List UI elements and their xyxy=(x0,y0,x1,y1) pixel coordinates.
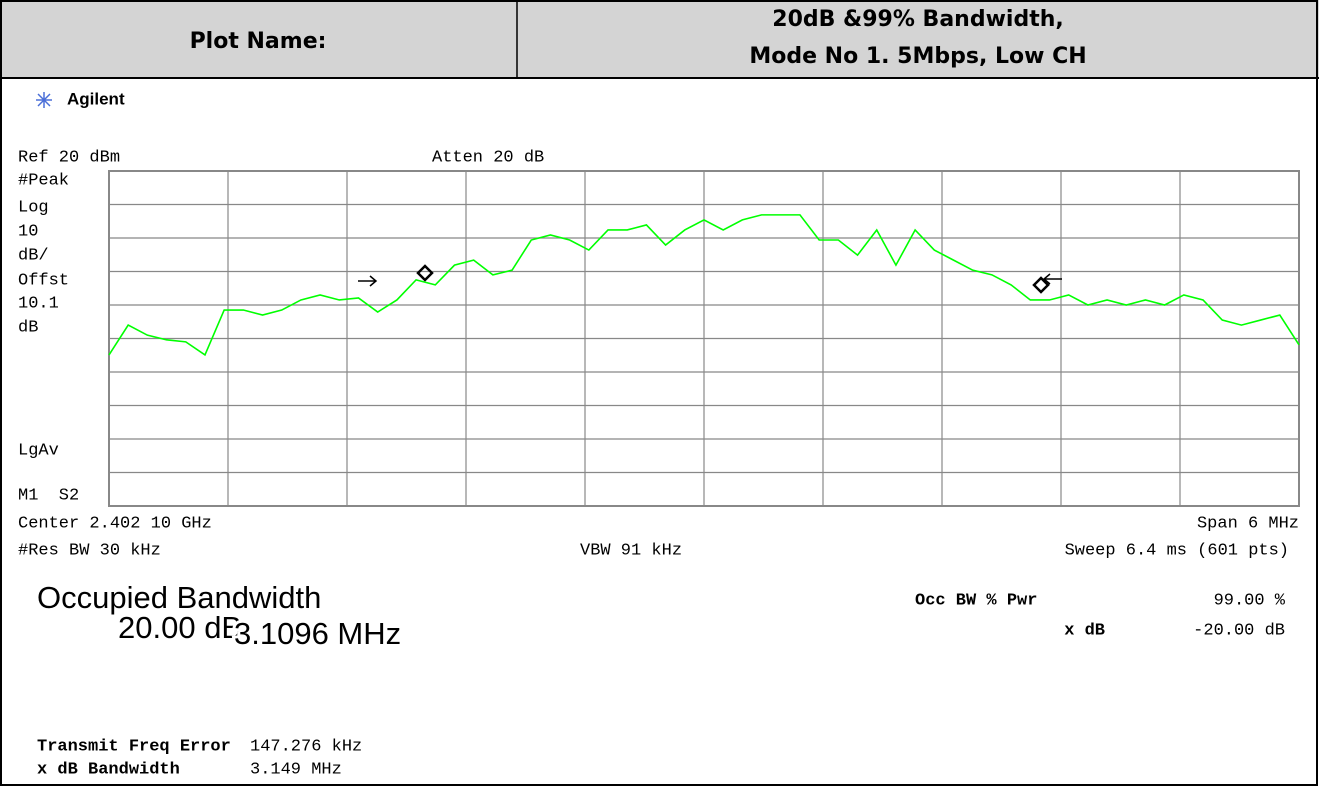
left-label: Log xyxy=(18,198,49,217)
occupied-bandwidth: 3.1096 MHz xyxy=(234,616,401,651)
attenuation: Atten 20 dB xyxy=(432,148,544,167)
trace xyxy=(108,214,1300,357)
xdb-label: x dB xyxy=(1064,621,1105,640)
left-label: dB xyxy=(18,318,38,337)
resolution-bandwidth: #Res BW 30 kHz xyxy=(18,541,161,560)
marker-arrow xyxy=(358,275,378,287)
left-label: Offst xyxy=(18,271,69,290)
left-label: #Peak xyxy=(18,171,69,190)
xdb-bandwidth-label: x dB Bandwidth xyxy=(37,760,180,779)
freq-error: 147.276 kHz xyxy=(250,737,362,756)
video-bandwidth: VBW 91 kHz xyxy=(580,541,682,560)
logo xyxy=(36,92,52,108)
occ-power-label: Occ BW % Pwr xyxy=(915,591,1037,610)
header-title: Mode No 1. 5Mbps, Low CH xyxy=(749,44,1086,69)
results-title: Occupied Bandwidth xyxy=(37,580,321,615)
header-title: 20dB &99% Bandwidth, xyxy=(772,7,1063,32)
marker xyxy=(416,264,434,282)
xdb-bandwidth: 3.149 MHz xyxy=(250,760,342,779)
brand: Agilent xyxy=(67,89,125,108)
marker-label: M1 S2 xyxy=(18,486,79,505)
freq-error-label: Transmit Freq Error xyxy=(37,737,231,756)
left-label: 10 xyxy=(18,222,38,241)
marker xyxy=(1032,276,1050,294)
avg-label: LgAv xyxy=(18,441,59,460)
left-label: 10.1 xyxy=(18,294,59,313)
ref-level: Ref 20 dBm xyxy=(18,148,120,167)
occ-power: 99.00 % xyxy=(1214,591,1286,610)
ref-ghost: 20.00 dB xyxy=(118,610,242,645)
center-frequency: Center 2.402 10 GHz xyxy=(18,514,212,533)
header-label: Plot Name: xyxy=(190,29,327,54)
span: Span 6 MHz xyxy=(1197,514,1299,533)
grid xyxy=(109,171,1299,506)
sweep: Sweep 6.4 ms (601 pts) xyxy=(1065,541,1289,560)
left-label: dB/ xyxy=(18,246,49,265)
marker-arrow xyxy=(1042,273,1062,285)
xdb: -20.00 dB xyxy=(1193,621,1285,640)
header-bg xyxy=(0,0,1319,78)
